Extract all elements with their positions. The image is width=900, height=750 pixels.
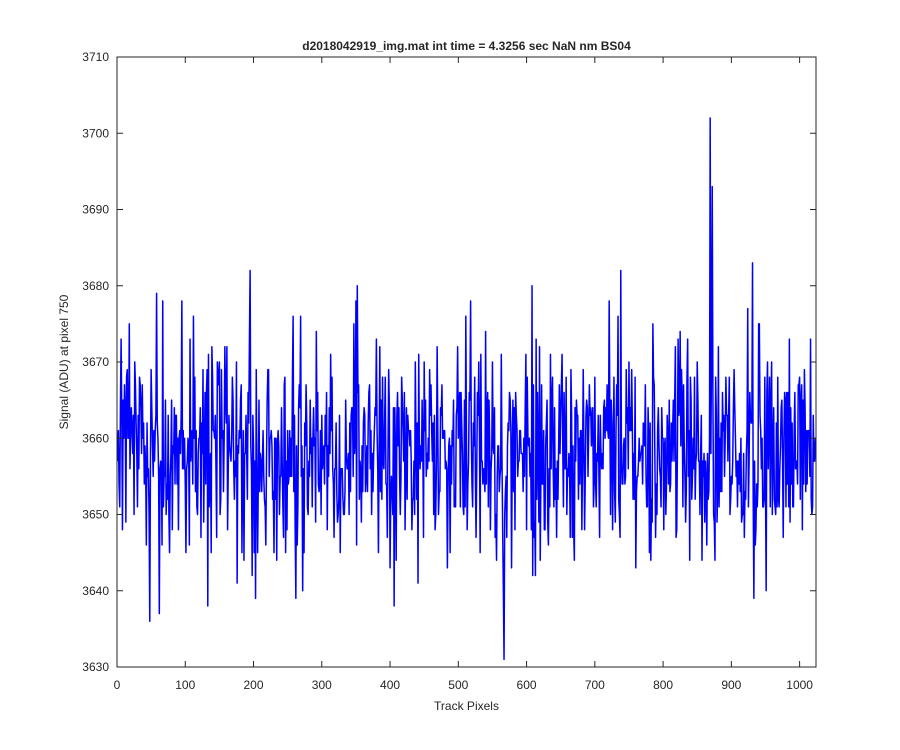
tick-layer: 0 100 200 300 400 500 600 700 800 900 1000 3630 3640…	[82, 50, 816, 692]
y-tick-label: 3690	[82, 203, 109, 217]
x-tick-label: 900	[721, 678, 741, 692]
y-axis-label: Signal (ADU) at pixel 750	[57, 294, 71, 429]
x-tick-label: 700	[585, 678, 605, 692]
x-tick-label: 300	[312, 678, 332, 692]
x-tick-label: 1000	[786, 678, 813, 692]
x-tick-label: 0	[114, 678, 121, 692]
y-tick-label: 3710	[82, 50, 109, 64]
x-tick-label: 100	[175, 678, 195, 692]
y-tick-label: 3660	[82, 431, 109, 445]
y-tick-label: 3640	[82, 584, 109, 598]
series-layer	[116, 117, 817, 661]
x-tick-label: 500	[448, 678, 468, 692]
series-line	[116, 117, 817, 661]
y-tick-label: 3680	[82, 279, 109, 293]
y-tick-label: 3630	[82, 660, 109, 674]
y-tick-label: 3670	[82, 355, 109, 369]
y-tick-label: 3700	[82, 126, 109, 140]
chart-title: d2018042919_img.mat int time = 4.3256 se…	[302, 39, 631, 53]
y-tick-label: 3650	[82, 508, 109, 522]
x-tick-label: 200	[244, 678, 264, 692]
x-tick-label: 600	[517, 678, 537, 692]
x-tick-label: 400	[380, 678, 400, 692]
x-axis-label: Track Pixels	[434, 699, 499, 713]
x-tick-label: 800	[653, 678, 673, 692]
